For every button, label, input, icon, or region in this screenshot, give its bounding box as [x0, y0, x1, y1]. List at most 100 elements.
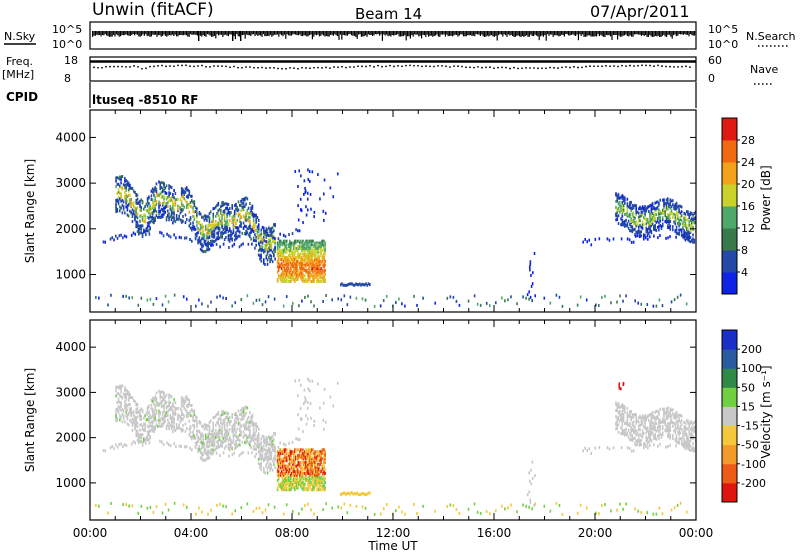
power-cell [131, 212, 134, 216]
power-cell [280, 272, 283, 276]
power-cell [292, 301, 294, 305]
nsky-bar [370, 31, 372, 35]
power-cell [116, 236, 119, 240]
power-cell [292, 259, 294, 263]
power-cell [319, 276, 321, 280]
velocity-cell [309, 468, 311, 472]
power-cell [227, 203, 230, 207]
velocity-cell [233, 451, 236, 455]
power-cell [294, 250, 296, 254]
power-cell [209, 210, 212, 214]
power-cell [134, 208, 136, 212]
power-cell [221, 217, 223, 221]
freq-label-line2: [MHz] [2, 68, 34, 81]
power-cell [300, 276, 302, 280]
power-cell [287, 243, 290, 247]
velocity-cell [260, 462, 263, 466]
power-cell [687, 227, 689, 231]
power-cell [194, 232, 197, 236]
nsky-bar [649, 31, 651, 35]
nsky-bar [498, 31, 500, 36]
velocity-cell [313, 468, 315, 472]
power-cell [303, 254, 305, 258]
velocity-cell [244, 413, 246, 417]
power-cell [305, 213, 308, 217]
velocity-cell [305, 466, 307, 470]
velocity-cell [206, 443, 208, 447]
nsky-bar [97, 31, 99, 36]
velocity-cell [315, 459, 317, 463]
power-cell [323, 270, 325, 274]
velocity-cell [317, 382, 319, 386]
nsky-bar [618, 31, 620, 36]
nave-dot [329, 67, 331, 70]
power-cell [309, 192, 312, 196]
velocity-cell [163, 398, 165, 402]
velocity-cell [280, 480, 283, 484]
power-cell [196, 224, 198, 228]
power-cell [282, 254, 285, 258]
power-cell [180, 186, 183, 190]
velocity-cell [230, 442, 232, 446]
velocity-cell [285, 488, 288, 492]
power-cell [298, 245, 300, 249]
power-cell [620, 207, 622, 211]
velocity-cell [316, 477, 318, 481]
power-cell [125, 294, 127, 298]
power-cell [635, 211, 637, 215]
power-cell [228, 233, 231, 237]
power-cell [111, 236, 114, 240]
power-cell [274, 257, 276, 261]
velocity-cell [199, 448, 202, 452]
power-cell [634, 233, 636, 237]
nsky-bar [600, 31, 602, 35]
nsky-bar [671, 31, 673, 39]
power-cell [136, 201, 139, 205]
velocity-cell [616, 508, 618, 512]
power-cell [122, 236, 124, 240]
velocity-cell [278, 453, 281, 457]
velocity-cell [193, 434, 196, 438]
velocity-cell [182, 404, 184, 408]
power-cell [134, 209, 136, 213]
velocity-cell [278, 455, 281, 459]
nsky-bar [194, 31, 196, 35]
nave-dot [233, 65, 235, 68]
power-cell [679, 228, 682, 232]
nave-dot [469, 66, 471, 69]
power-cell [644, 209, 646, 213]
velocity-cell [221, 430, 223, 434]
velocity-cell [208, 425, 211, 429]
power-cell [630, 220, 632, 224]
power-cell [297, 276, 299, 280]
velocity-cell [316, 466, 318, 470]
velocity-cell [154, 413, 156, 417]
velocity-cell [129, 392, 131, 396]
power-cell [277, 256, 280, 260]
velocity-cell [285, 475, 288, 479]
velocity-cell [136, 410, 139, 414]
power-cell [153, 219, 155, 223]
power-cell [141, 217, 144, 221]
velocity-cell [180, 410, 183, 414]
power-cell [323, 261, 325, 265]
power-cell [300, 263, 302, 267]
velocity-cell [226, 436, 228, 440]
velocity-cell [324, 471, 326, 475]
velocity-cell [315, 457, 317, 461]
velocity-cell [179, 427, 182, 431]
nave-dot [161, 64, 163, 67]
power-cell [126, 182, 129, 186]
velocity-cell [179, 420, 182, 424]
nsky-bar [555, 31, 557, 36]
power-cell [152, 302, 155, 306]
power-cell [658, 201, 660, 205]
velocity-cell [268, 455, 270, 459]
velocity-cell [204, 433, 207, 437]
velocity-cell [201, 454, 203, 458]
power-cell [158, 180, 160, 184]
power-cell [684, 231, 687, 235]
power-cell [689, 223, 692, 227]
power-cell [116, 198, 119, 202]
velocity-cell [254, 447, 256, 451]
